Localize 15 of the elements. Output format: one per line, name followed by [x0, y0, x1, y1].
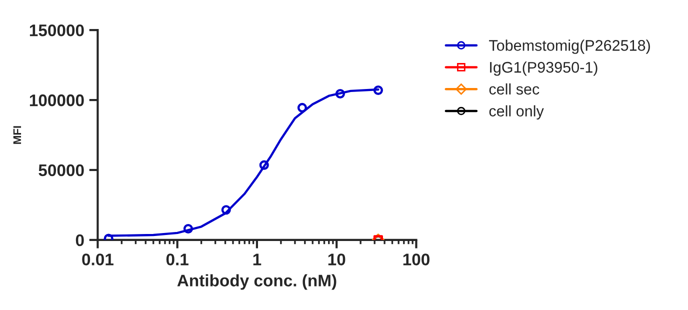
- legend-label: Tobemstomig(P262518): [489, 40, 650, 54]
- x-tick-label: 1: [253, 254, 262, 266]
- y-tick-label: 50000: [38, 164, 84, 176]
- y-tick-label: 100000: [30, 94, 84, 106]
- x-tick-label: 0.1: [166, 254, 188, 266]
- x-tick-label: 10: [328, 254, 346, 266]
- legend-label: cell only: [489, 105, 544, 120]
- x-tick-label: 100: [403, 254, 430, 266]
- legend-label: IgG1(P93950-1): [490, 62, 598, 76]
- legend-label: cell sec: [489, 83, 540, 95]
- y-axis-title: MFI: [13, 126, 22, 144]
- x-tick-label: 0.01: [82, 254, 114, 266]
- y-tick-label: 150000: [30, 24, 84, 36]
- y-tick-label: 0: [76, 234, 84, 246]
- x-axis-title: Antibody conc. (nM): [177, 274, 336, 290]
